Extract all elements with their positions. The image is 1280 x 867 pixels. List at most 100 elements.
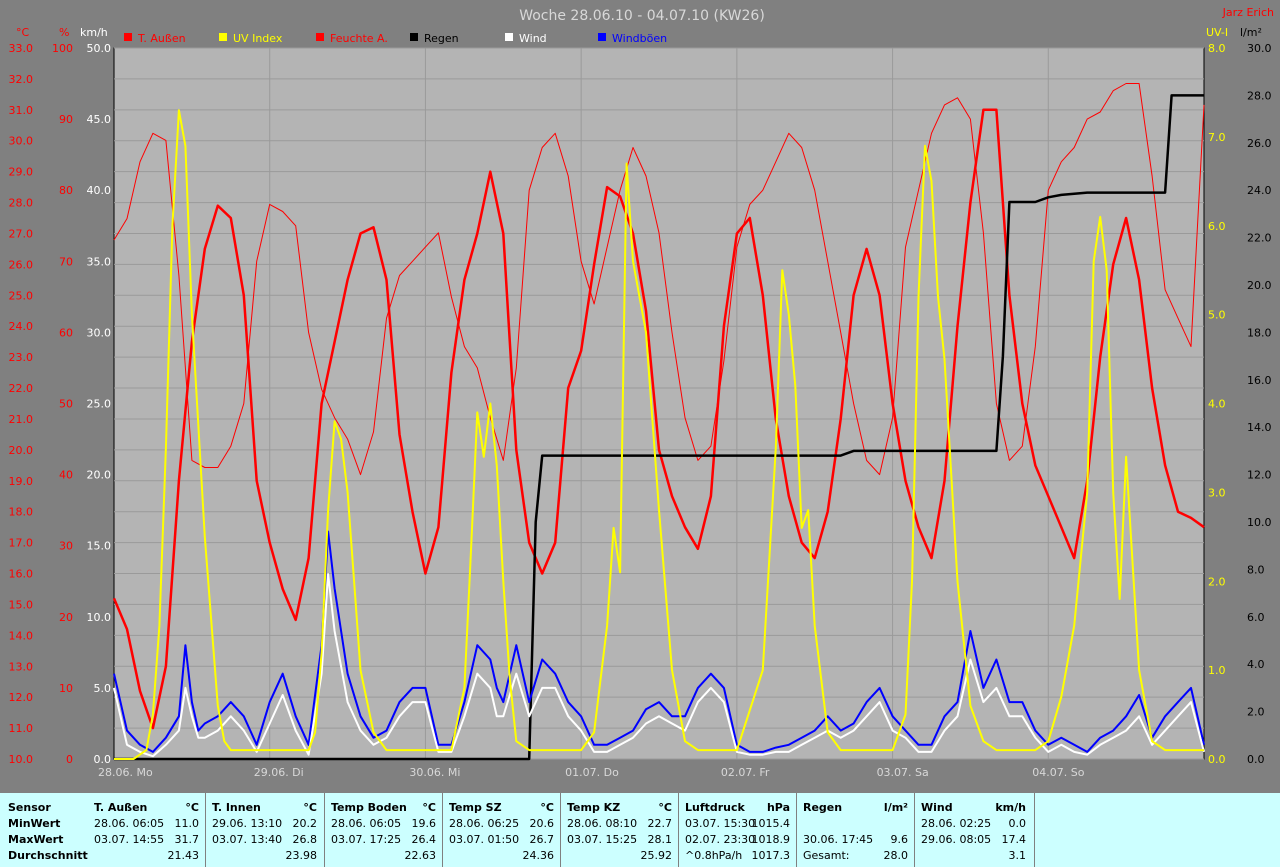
rain-tick: 22.0 [1247,232,1272,245]
column-separator [205,793,206,867]
stat-min-time: 28.06. 06:05 [94,817,165,830]
stat-avg: 3.1 [1008,849,1027,862]
temp-tick: 15.0 [9,598,34,611]
temp-tick: 31.0 [9,104,34,117]
stat-max-val: 26.7 [529,833,555,846]
wind-tick: 25.0 [87,398,112,411]
stat-unit: °C [658,801,672,814]
humidity-tick: 0 [66,753,73,766]
temp-tick: 25.0 [9,289,34,302]
day-label: 04.07. So [1032,766,1084,779]
column-separator [1034,793,1035,867]
humidity-tick: 40 [59,469,73,482]
stat-unit: km/h [995,801,1026,814]
day-label: 29.06. Di [254,766,304,779]
humidity-tick: 10 [59,682,73,695]
rain-tick: 14.0 [1247,421,1272,434]
humidity-tick: 60 [59,326,73,339]
temp-tick: 10.0 [9,753,34,766]
legend-label: T. Außen [137,32,186,45]
row-label: MinWert [8,817,61,830]
stat-unit: °C [303,801,317,814]
rain-tick: 18.0 [1247,326,1272,339]
wind-tick: 0.0 [94,753,112,766]
rain-tick: 6.0 [1247,611,1265,624]
temp-tick: 12.0 [9,691,34,704]
rain-tick: 20.0 [1247,279,1272,292]
legend-swatch [219,33,227,41]
uv-tick: 3.0 [1208,486,1226,499]
wind-tick: 30.0 [87,326,112,339]
column-separator [678,793,679,867]
day-label: 03.07. Sa [877,766,929,779]
stat-max-val: 28.1 [647,833,673,846]
rain-tick: 26.0 [1247,137,1272,150]
legend-label: Feuchte A. [330,32,388,45]
uv-tick: 1.0 [1208,664,1226,677]
author-label: Jarz Erich [1222,6,1274,19]
legend-label: UV Index [233,32,283,45]
stat-unit: °C [540,801,554,814]
stat-title: T. Außen [94,801,148,814]
stat-title: Luftdruck [685,801,745,814]
stat-title: Regen [803,801,843,814]
uv-tick: 0.0 [1208,753,1226,766]
stat-avg: 1017.3 [751,849,791,862]
stat-max-val: 26.8 [292,833,318,846]
column-separator [796,793,797,867]
rain-tick: 24.0 [1247,184,1272,197]
stat-title: Wind [921,801,953,814]
temp-tick: 23.0 [9,351,34,364]
rain-tick: 12.0 [1247,469,1272,482]
rain-tick: 28.0 [1247,89,1272,102]
stat-min-val: 1015.4 [751,817,791,830]
stat-max-val: 1018.9 [751,833,791,846]
rain-tick: 8.0 [1247,563,1265,576]
uv-tick: 8.0 [1208,42,1226,55]
stat-min-val: 20.6 [529,817,555,830]
stat-min-val: 11.0 [174,817,200,830]
stat-avg: 24.36 [522,849,555,862]
stat-unit: °C [185,801,199,814]
uv-tick: 2.0 [1208,575,1226,588]
legend-swatch [505,33,513,41]
series-t-au-en [112,108,1205,730]
stat-max-time: 03.07. 17:25 [331,833,402,846]
humidity-tick: 80 [59,184,73,197]
stat-avg-label: ^0.8hPa/h [685,849,743,862]
temp-tick: 30.0 [9,135,34,148]
wind-tick: 20.0 [87,469,112,482]
humidity-tick: 90 [59,113,73,126]
stat-avg: 21.43 [167,849,200,862]
legend-swatch [598,33,606,41]
day-label: 28.06. Mo [98,766,153,779]
temp-tick: 29.0 [9,166,34,179]
legend-label: Wind [519,32,547,45]
stat-avg: 28.0 [883,849,909,862]
temp-tick: 13.0 [9,660,34,673]
stat-max-time: 03.07. 13:40 [212,833,283,846]
wind-tick: 35.0 [87,255,112,268]
temp-tick: 18.0 [9,506,34,519]
stat-title: T. Innen [212,801,261,814]
rain-tick: 10.0 [1247,516,1272,529]
wind-tick: 45.0 [87,113,112,126]
stat-min-time: 28.06. 08:10 [567,817,638,830]
stat-max-time: 03.07. 14:55 [94,833,165,846]
stat-min-time: 28.06. 06:25 [449,817,520,830]
temp-tick: 17.0 [9,537,34,550]
stat-max-val: 26.4 [411,833,437,846]
grid-lines [114,47,1204,760]
chart-title: Woche 28.06.10 - 04.07.10 (KW26) [519,8,765,24]
plot-area [113,47,1205,760]
stat-max-time: 02.07. 23:30 [685,833,756,846]
temp-tick: 20.0 [9,444,34,457]
temp-unit: °C [16,26,30,39]
stat-min-val: 19.6 [411,817,437,830]
row-label: Durchschnitt [8,849,88,862]
rain-tick: 2.0 [1247,706,1265,719]
day-label: 30.06. Mi [409,766,460,779]
axis-labels: 33.0 32.0 31.0 30.0 29.0 28.0 27.0 26.0 25.0 24.0… [9,26,1272,779]
humidity-tick: 50 [59,398,73,411]
humidity-tick: 100 [52,42,73,55]
